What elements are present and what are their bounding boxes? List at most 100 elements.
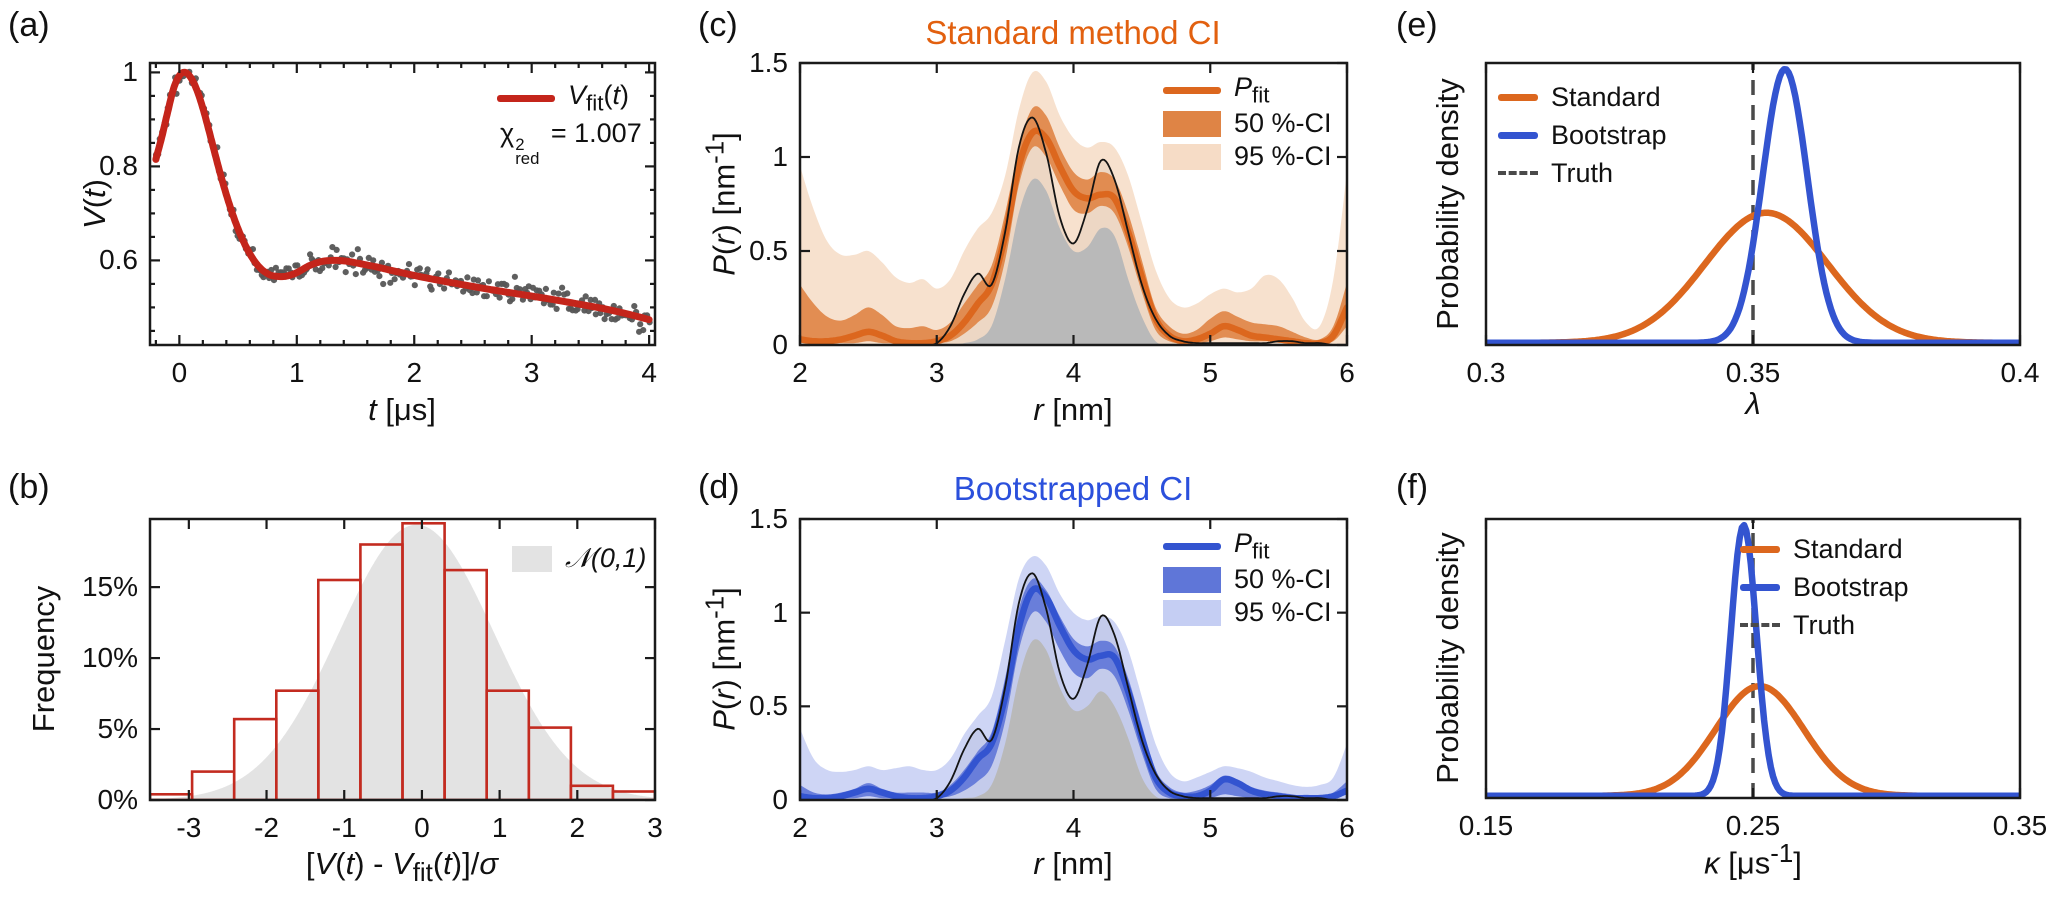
legend-label: Standard xyxy=(1793,533,1903,564)
panel-e-axes xyxy=(1484,61,2022,347)
tick-label: 3 xyxy=(523,357,540,388)
legend-item: Standard xyxy=(1740,530,1909,568)
panel-f-legend: Standard Bootstrap Truth xyxy=(1740,530,1909,644)
tick-label: 0.8 xyxy=(99,150,138,182)
legend-item: Truth xyxy=(1740,606,1909,644)
tick-label: 0 xyxy=(414,812,430,843)
tick-label: 0.35 xyxy=(1992,810,2048,841)
panel-e-plot-area xyxy=(1486,63,2020,345)
legend-label: Standard xyxy=(1551,81,1661,112)
legend-swatch-patch xyxy=(512,546,552,572)
legend-swatch-patch xyxy=(1163,566,1221,593)
tick-label: 5 xyxy=(1202,357,1219,388)
tick-label: -1 xyxy=(331,812,357,843)
legend-item: Pfit xyxy=(1163,72,1332,108)
panel-c-xlabel: r [nm] xyxy=(1033,392,1113,427)
panel-d-axes xyxy=(798,517,1349,802)
tick-label: 0.3 xyxy=(1466,357,1506,388)
panel-a-ylabel: V(t) xyxy=(77,179,112,229)
panel-f-xlabel: κ [μs-1] xyxy=(1704,840,1802,881)
panel-d-label: (d) xyxy=(698,468,740,506)
legend-item: 95 %-CI xyxy=(1163,140,1332,173)
legend-swatch-line xyxy=(1740,545,1780,553)
tick-label: 0.25 xyxy=(1725,810,1781,841)
panel-c-title: Standard method CI xyxy=(925,14,1221,51)
legend-swatch-patch xyxy=(1163,110,1221,137)
legend-item: Truth xyxy=(1498,154,1667,192)
tick-label: 1.5 xyxy=(749,503,788,534)
tick-label: 4 xyxy=(641,357,657,388)
tick-label: 6 xyxy=(1339,812,1355,843)
legend-item: 𝒩(0,1) xyxy=(512,543,646,575)
legend-label: Pfit xyxy=(1234,72,1270,108)
panel-c-legend: Pfit 50 %-CI 95 %-CI xyxy=(1163,72,1332,173)
tick-label: 1 xyxy=(491,812,508,843)
tick-label: 0 xyxy=(171,357,188,388)
legend-item: Pfit xyxy=(1163,528,1332,564)
tick-label: 1 xyxy=(122,56,138,88)
tick-label: 3 xyxy=(928,812,945,843)
tick-label: 15% xyxy=(81,571,138,603)
panel-d-title: Bootstrapped CI xyxy=(953,470,1193,507)
legend-swatch-line xyxy=(1740,583,1780,591)
tick-label: 1 xyxy=(772,141,788,172)
panel-b-xlabel: [V(t) - Vfit(t)]/σ xyxy=(305,846,499,888)
panel-f-ylabel: Probability density xyxy=(1430,532,1465,784)
tick-label: -3 xyxy=(176,812,202,843)
panel-c-ylabel: P(r) [nm-1] xyxy=(701,132,742,276)
tick-label: 10% xyxy=(81,642,138,674)
legend-swatch-line xyxy=(497,94,555,102)
tick-label: 0 xyxy=(772,329,788,360)
tick-label: 5 xyxy=(1202,812,1219,843)
legend-item: Bootstrap xyxy=(1498,116,1667,154)
legend-label: 𝒩(0,1) xyxy=(565,543,647,573)
legend-item: Vfit(t) xyxy=(497,79,630,116)
panel-a-xlabel: t [μs] xyxy=(368,392,436,427)
tick-label: 3 xyxy=(647,812,663,843)
legend-label: 50 %-CI xyxy=(1234,108,1332,138)
panel-d-legend: Pfit 50 %-CI 95 %-CI xyxy=(1163,528,1332,629)
panel-d-ylabel: P(r) [nm-1] xyxy=(701,587,742,731)
legend-label: Vfit(t) xyxy=(568,79,630,116)
panel-a-axes xyxy=(148,61,657,347)
panel-a-legend: Vfit(t) xyxy=(497,79,630,116)
legend-swatch-patch xyxy=(1163,599,1221,626)
tick-label: 2 xyxy=(569,812,586,843)
tick-label: 0.15 xyxy=(1458,810,1514,841)
chi-squared-annotation: χ 2 red = 1.007 xyxy=(500,118,642,168)
panel-e-label: (e) xyxy=(1396,6,1438,44)
tick-label: 0.6 xyxy=(99,244,138,276)
legend-label: Bootstrap xyxy=(1551,119,1667,150)
tick-label: 0.5 xyxy=(749,690,788,722)
legend-label: 95 %-CI xyxy=(1234,141,1332,171)
tick-label: 4 xyxy=(1065,812,1082,843)
tick-label: 3 xyxy=(928,357,945,388)
tick-label: 0.5 xyxy=(749,235,788,266)
legend-swatch-line xyxy=(1163,543,1221,550)
legend-item: Standard xyxy=(1498,78,1667,116)
tick-label: 6 xyxy=(1339,357,1355,388)
panel-b-axes xyxy=(148,517,657,802)
tick-label: 2 xyxy=(792,812,808,843)
legend-item: 50 %-CI xyxy=(1163,563,1332,596)
legend-label: Bootstrap xyxy=(1793,571,1909,602)
tick-label: 2 xyxy=(406,357,423,388)
legend-item: Bootstrap xyxy=(1740,568,1909,606)
panel-e-ylabel: Probability density xyxy=(1430,78,1465,330)
panel-a-plot-area xyxy=(152,68,653,335)
legend-swatch-dash xyxy=(1740,623,1780,627)
tick-label: 4 xyxy=(1065,357,1082,388)
legend-label: 50 %-CI xyxy=(1234,564,1332,594)
panel-e-legend: Standard Bootstrap Truth xyxy=(1498,78,1667,192)
legend-swatch-line xyxy=(1498,93,1538,101)
tick-label: 0 xyxy=(772,784,788,815)
tick-label: -2 xyxy=(254,812,279,843)
legend-swatch-dash xyxy=(1498,171,1538,175)
panel-d-xlabel: r [nm] xyxy=(1033,846,1113,881)
panel-b-label: (b) xyxy=(8,468,50,506)
panel-c-plot-area xyxy=(800,70,1347,345)
legend-label: Pfit xyxy=(1234,528,1270,564)
tick-label: 0% xyxy=(97,784,138,815)
